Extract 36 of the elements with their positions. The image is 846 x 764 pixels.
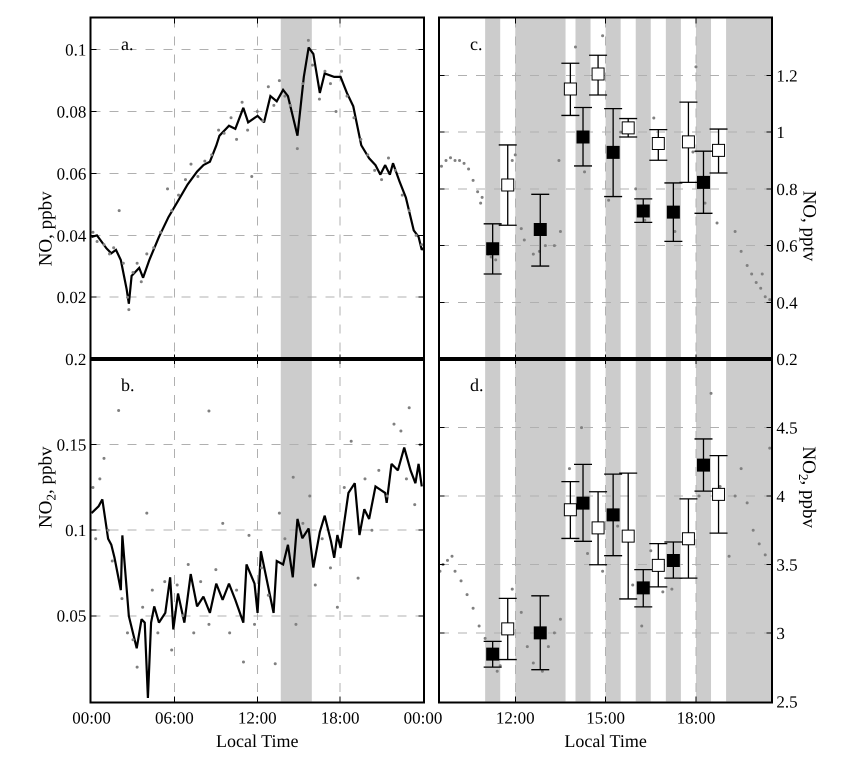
y-axis-title: NO, ppbv (35, 190, 56, 266)
annotation: d. (470, 375, 484, 395)
y-tick-label: 0.06 (56, 164, 86, 184)
x-axis-title: Local Time (216, 731, 299, 752)
y-tick-label: 0.6 (776, 236, 798, 256)
annotation: a. (121, 34, 134, 54)
x-tick-label: 18:00 (320, 708, 360, 728)
y-tick-label: 4 (776, 486, 786, 506)
y-tick-label: 0.4 (776, 293, 798, 312)
y-tick-label: 0.15 (56, 436, 86, 455)
y-tick-label: 0.2 (65, 350, 86, 370)
y-tick-label: 0.05 (56, 606, 86, 626)
y-axis-title: NO, pptv (798, 190, 820, 262)
y-tick-label: 0.1 (65, 40, 86, 60)
y-tick-label: 1 (776, 123, 785, 142)
y-tick-label: 0.2 (776, 350, 798, 370)
annotation: b. (121, 375, 134, 395)
y-tick-label: 0.1 (65, 521, 86, 540)
x-tick-label: 12:00 (238, 708, 277, 728)
y-tick-label: 0.04 (56, 226, 87, 246)
y-tick-label: 0.8 (776, 180, 798, 199)
y-tick-label: 2.5 (776, 692, 798, 712)
x-tick-label: 12:00 (496, 708, 535, 728)
y-tick-label: 3 (776, 624, 785, 643)
x-tick-label: 18:00 (676, 708, 716, 728)
y-tick-label: 0.08 (56, 102, 86, 122)
x-tick-label: 00:00 (72, 708, 111, 728)
x-axis-title: Local Time (564, 731, 647, 752)
x-tick-label: 15:00 (586, 708, 625, 728)
y-tick-label: 3.5 (776, 555, 798, 574)
x-tick-label: 06:00 (155, 708, 194, 728)
annotation: c. (470, 34, 482, 54)
y-tick-label: 1.2 (776, 66, 798, 86)
y-tick-label: 4.5 (776, 418, 798, 438)
y-tick-label: 0.02 (56, 288, 86, 308)
x-tick-label: 00:00 (404, 708, 442, 728)
